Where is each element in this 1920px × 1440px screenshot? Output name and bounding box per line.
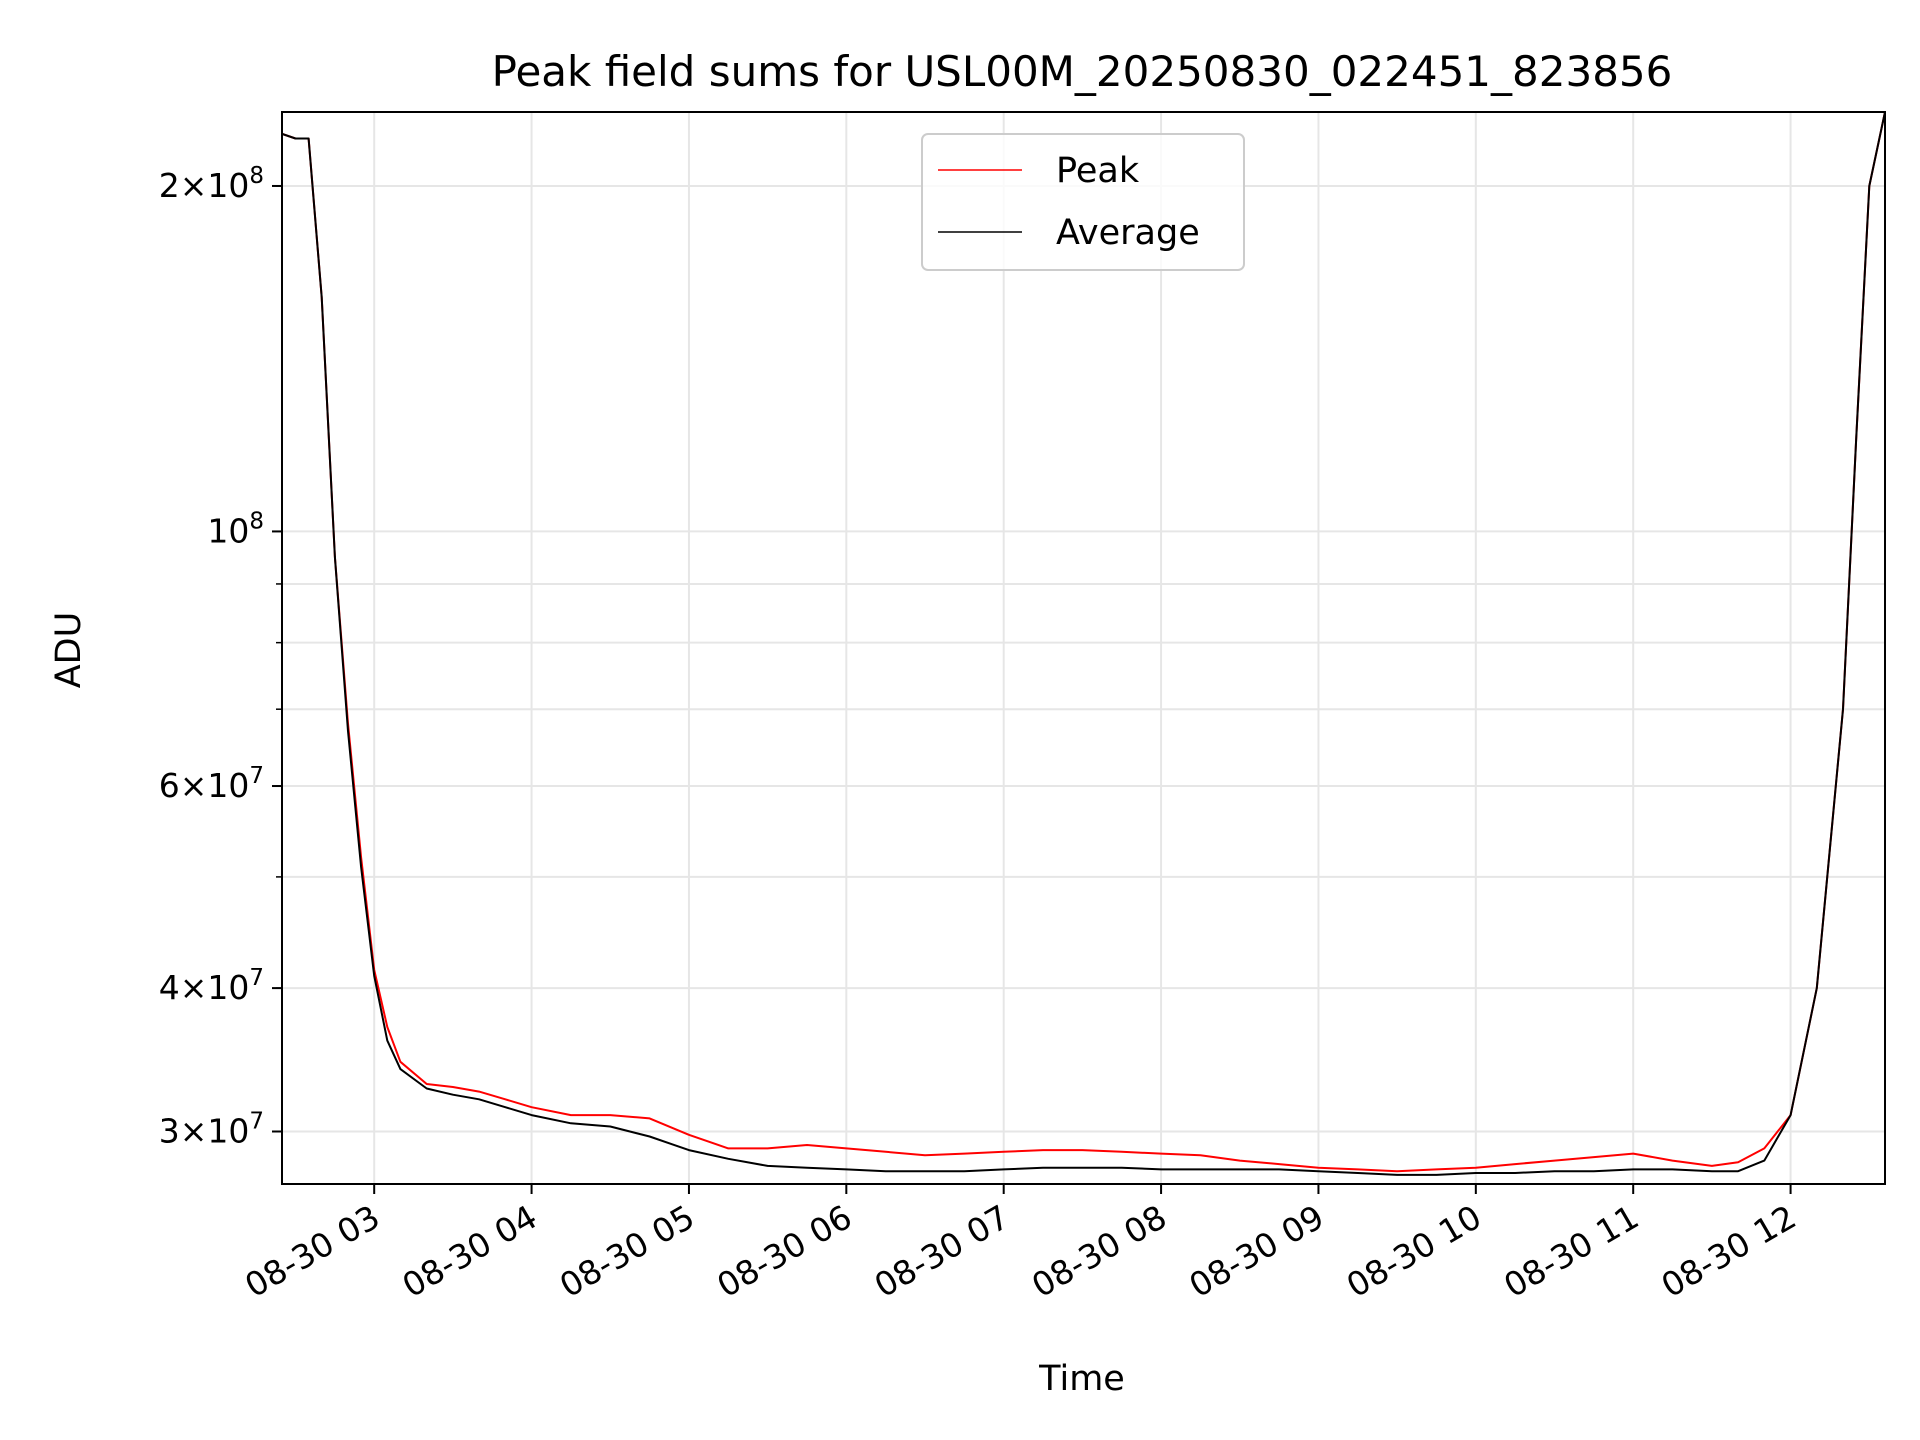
plot-frame [281, 111, 1886, 1185]
y-tick-label: 6×107 [159, 763, 264, 805]
y-tick-label: 3×107 [159, 1108, 264, 1150]
series-line-peak [282, 111, 1886, 1173]
y-axis: 3×107 4×107 6×107 108 2×108 [159, 163, 282, 1150]
x-axis-title: Time [1038, 1359, 1125, 1399]
legend-label-average: Average [1056, 213, 1200, 253]
plot-series [282, 111, 1886, 1176]
grid [282, 112, 1885, 1184]
y-tick-label: 2×108 [159, 163, 264, 205]
y-tick-label: 108 [207, 508, 264, 550]
y-tick-label: 4×107 [159, 965, 264, 1007]
legend-label-peak: Peak [1056, 151, 1140, 191]
y-axis-title: ADU [49, 612, 89, 689]
chart-title: Peak field sums for USL00M_20250830_0224… [492, 47, 1673, 96]
legend: Peak Average [921, 133, 1245, 271]
legend-box [921, 133, 1245, 271]
series-line-average [282, 111, 1886, 1176]
